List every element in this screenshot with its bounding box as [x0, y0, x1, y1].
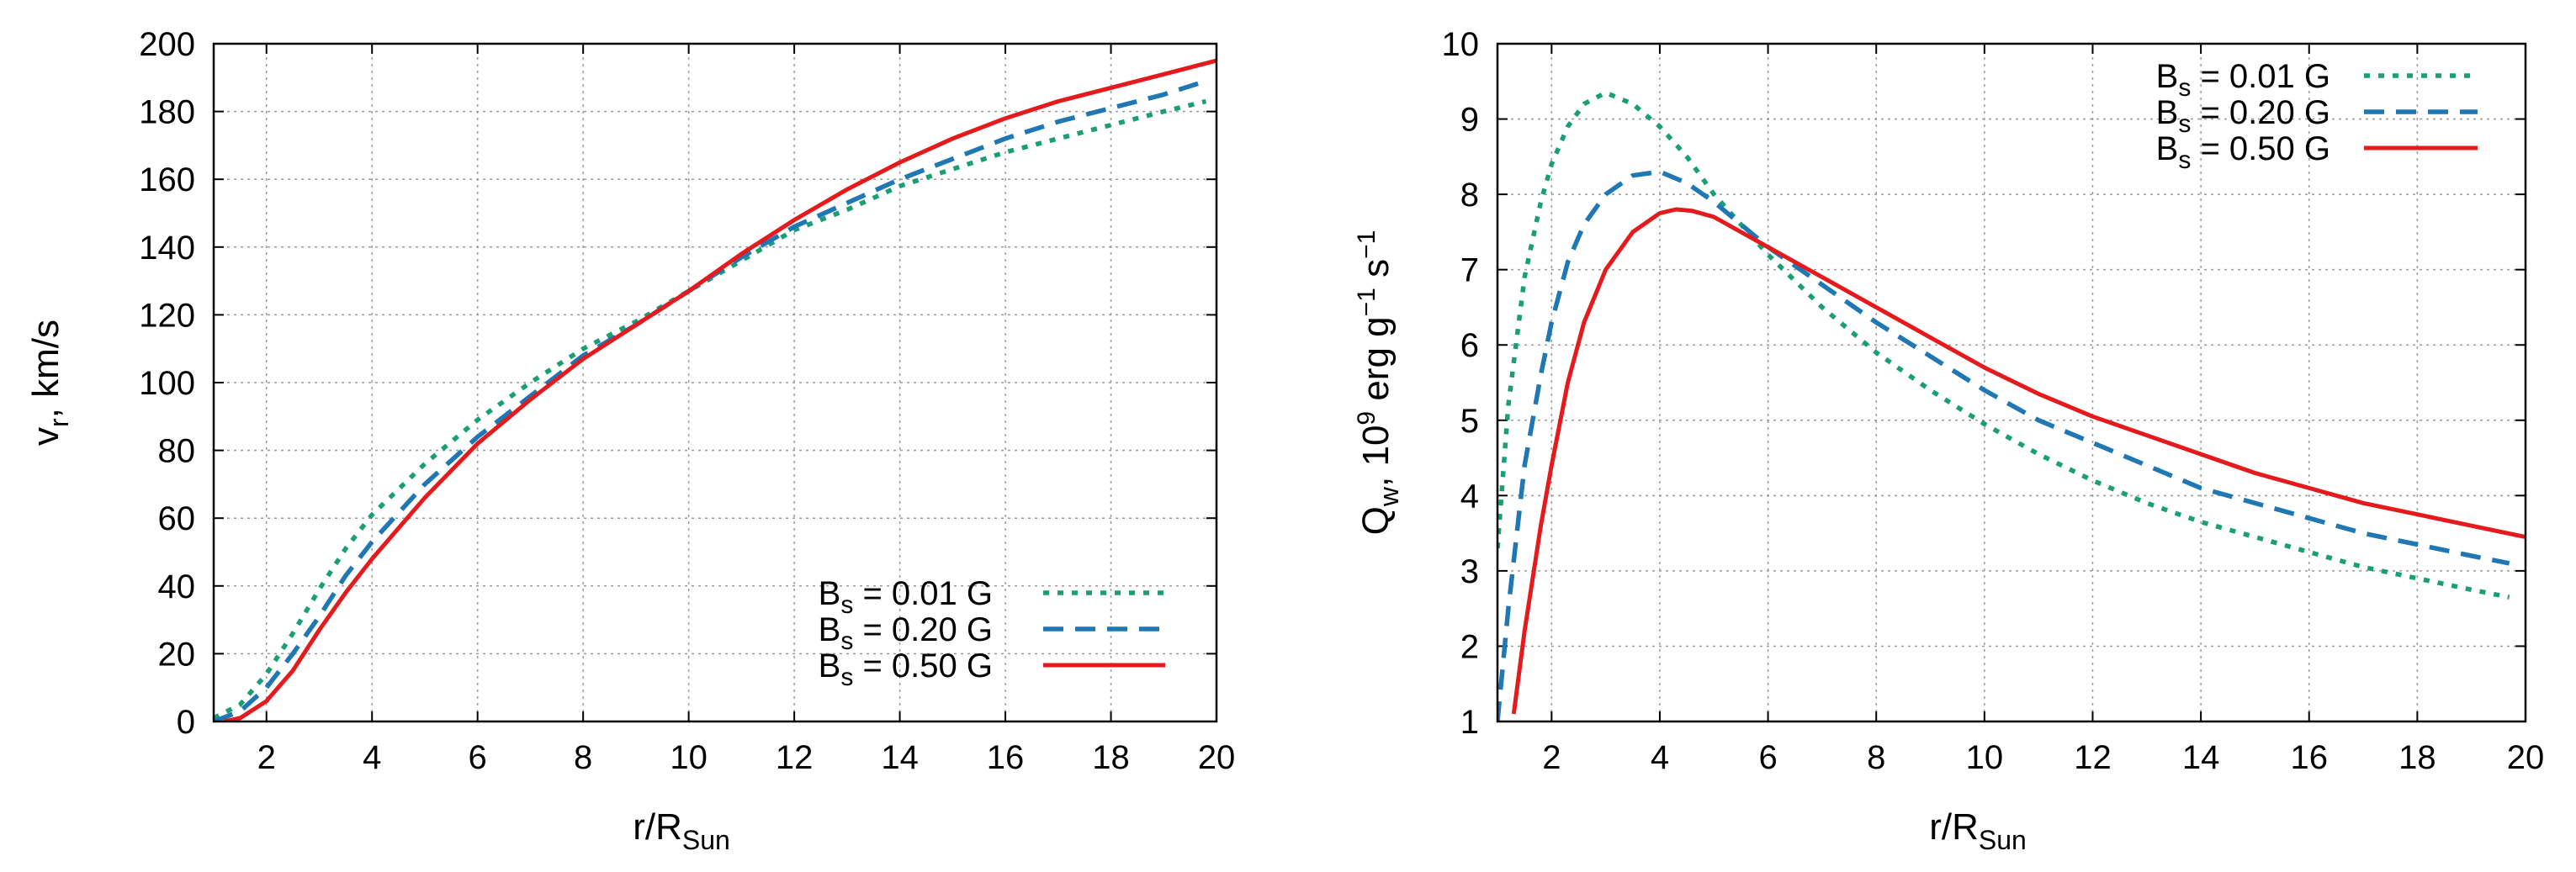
grid	[214, 44, 1216, 721]
series-group	[1497, 90, 2526, 721]
x-tick-label: 20	[1198, 739, 1236, 776]
series-line-0	[214, 98, 1207, 721]
x-tick-label: 16	[2290, 739, 2328, 776]
y-tick-label: 7	[1460, 252, 1479, 289]
y-axis-title: Qw, 109 erg g−1 s−1	[1353, 230, 1404, 536]
x-tick-label: 14	[2182, 739, 2220, 776]
legend-label-2: Bs = 0.50 G	[819, 647, 993, 691]
legend-label-2: Bs = 0.50 G	[2156, 130, 2330, 174]
x-tick-label: 2	[257, 739, 276, 776]
legend: Bs = 0.01 GBs = 0.20 GBs = 0.50 G	[2156, 58, 2478, 174]
y-tick-label: 140	[139, 230, 195, 267]
y-axis-title: vr, km/s	[25, 320, 74, 446]
y-tick-label: 180	[139, 94, 195, 131]
y-tick-label: 3	[1460, 553, 1479, 590]
x-tick-label: 8	[574, 739, 592, 776]
y-tick-label: 100	[139, 365, 195, 402]
y-tick-label: 40	[158, 568, 196, 605]
y-tick-label: 9	[1460, 102, 1479, 139]
x-tick-label: 6	[1758, 739, 1777, 776]
legend-label-0: Bs = 0.01 G	[2156, 58, 2330, 102]
series-line-2	[1511, 207, 2526, 715]
y-tick-label: 0	[177, 704, 195, 741]
chart-velocity: 2 4 6 8 10 12 14 16 18 20020406080100120140160180…	[25, 26, 1235, 855]
legend-label-0: Bs = 0.01 G	[819, 575, 993, 619]
series-line-2	[223, 58, 1216, 721]
x-tick-label: 12	[2074, 739, 2112, 776]
y-tick-label: 20	[158, 636, 196, 673]
x-tick-label: 10	[670, 739, 708, 776]
x-tick-label: 18	[1092, 739, 1130, 776]
y-tick-label: 2	[1460, 628, 1479, 665]
x-tick-label: 18	[2398, 739, 2436, 776]
legend-label-1: Bs = 0.20 G	[2156, 94, 2330, 138]
plot-frame	[1496, 42, 2527, 723]
plot-frame	[212, 42, 1218, 723]
x-axis-title: r/RSun	[633, 806, 730, 855]
y-tick-label: 10	[1442, 26, 1480, 63]
y-tick-label: 5	[1460, 403, 1479, 440]
y-tick-label: 200	[139, 26, 195, 63]
x-tick-label: 14	[881, 739, 919, 776]
y-tick-label: 8	[1460, 177, 1479, 214]
x-tick-label: 16	[987, 739, 1025, 776]
x-tick-label: 4	[1651, 739, 1669, 776]
x-axis-title: r/RSun	[1929, 806, 2027, 855]
y-tick-label: 4	[1460, 478, 1479, 515]
x-tick-label: 6	[469, 739, 487, 776]
legend: Bs = 0.01 GBs = 0.20 GBs = 0.50 G	[819, 575, 1165, 691]
x-tick-label: 2	[1542, 739, 1561, 776]
x-tick-label: 8	[1867, 739, 1885, 776]
series-line-1	[1497, 169, 2510, 721]
y-tick-label: 6	[1460, 327, 1479, 364]
y-tick-label: 120	[139, 297, 195, 334]
grid	[1497, 44, 2526, 721]
series-group	[214, 58, 1216, 721]
legend-label-1: Bs = 0.20 G	[819, 611, 993, 655]
x-tick-label: 10	[1966, 739, 2004, 776]
y-tick-label: 80	[158, 433, 196, 470]
y-tick-label: 60	[158, 500, 196, 537]
y-tick-label: 1	[1460, 704, 1479, 741]
x-tick-label: 20	[2507, 739, 2545, 776]
y-tick-label: 160	[139, 161, 195, 198]
x-tick-label: 12	[776, 739, 814, 776]
x-tick-label: 4	[363, 739, 381, 776]
series-line-1	[214, 78, 1207, 721]
